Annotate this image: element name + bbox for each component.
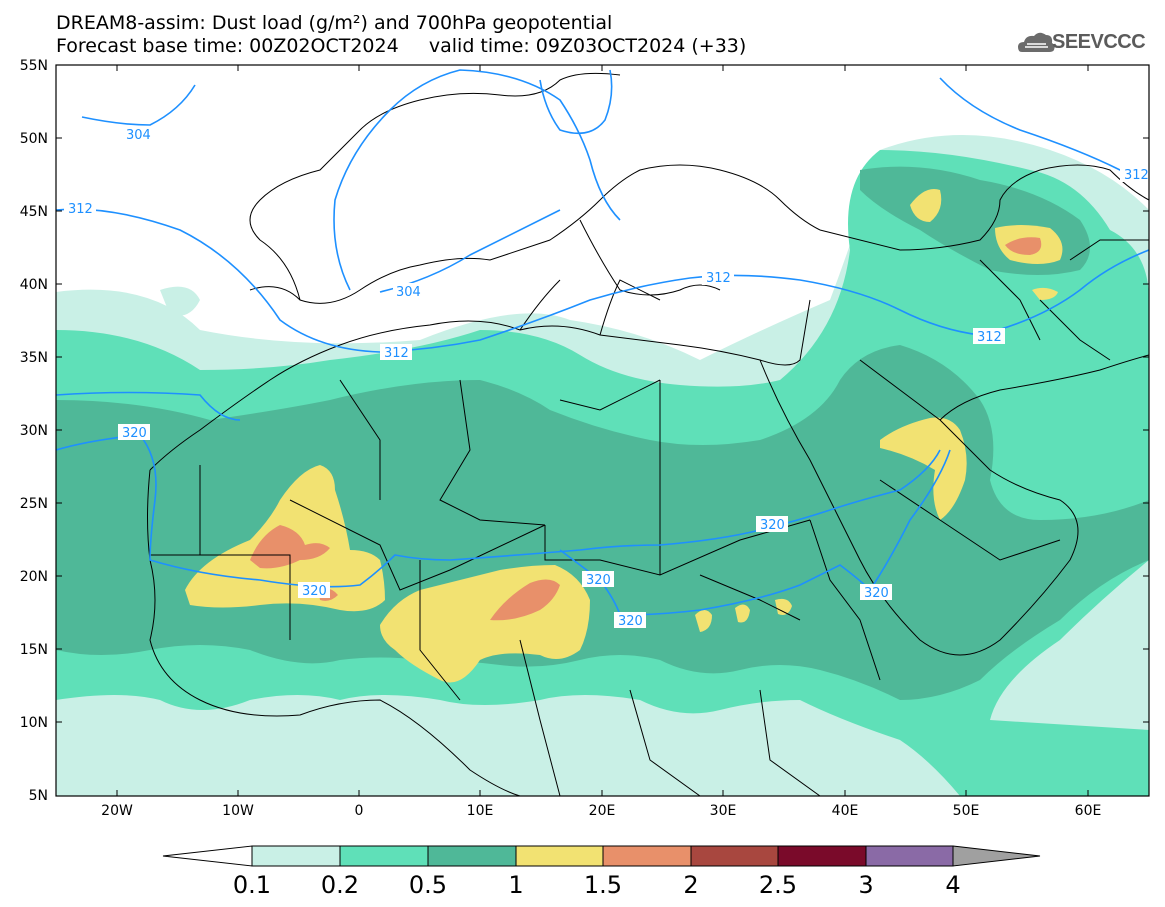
dust-area-yellow-sudan-3 — [775, 598, 792, 615]
contour-label: 312 — [380, 344, 412, 361]
dust-field — [56, 65, 1149, 796]
dust-area-yellow-gulf — [880, 417, 967, 520]
colorbar-tick: 3 — [858, 871, 873, 899]
dust-area-dark — [56, 345, 1149, 700]
contour-label: 304 — [393, 283, 425, 300]
colorbar-segment — [427, 845, 517, 867]
lat-label: 10N — [20, 715, 48, 731]
map-title: DREAM8-assim: Dust load (g/m²) and 700hP… — [56, 12, 613, 34]
lon-label: 10E — [467, 803, 494, 819]
contour-label: 320 — [860, 584, 892, 601]
colorbar-segment — [251, 845, 341, 867]
contour-label: 312 — [64, 200, 96, 217]
svg-text:312: 312 — [68, 202, 93, 217]
contour-label: 312 — [973, 328, 1005, 345]
contour-label: 312 — [702, 269, 734, 286]
lat-label: 40N — [20, 277, 48, 293]
latitude-labels: 55N 50N 45N 40N 35N 30N 25N 20N 15N 10N … — [20, 58, 48, 804]
svg-text:304: 304 — [126, 128, 151, 143]
colorbar-segment — [690, 845, 779, 867]
colorbar-segment — [339, 845, 429, 867]
svg-text:320: 320 — [122, 426, 147, 441]
lat-label: 15N — [20, 642, 48, 658]
map-subtitle: Forecast base time: 00Z02OCT2024 valid t… — [56, 35, 747, 57]
svg-text:312: 312 — [384, 346, 409, 361]
cloud-logo-icon — [1018, 32, 1055, 52]
dust-area-orange-central — [490, 579, 560, 621]
longitude-labels: 20W 10W 0 10E 20E 30E 40E 50E 60E — [101, 803, 1101, 819]
colorbar-segment — [865, 845, 954, 867]
contour-label: 320 — [118, 424, 150, 441]
colorbar-tick: 0.2 — [321, 871, 359, 899]
svg-text:320: 320 — [864, 586, 889, 601]
svg-text:312: 312 — [1124, 168, 1149, 183]
dust-area-yellow-sudan-1 — [695, 610, 712, 632]
lon-label: 10W — [222, 803, 254, 819]
contour-label: 320 — [582, 571, 614, 588]
lat-label: 25N — [20, 496, 48, 512]
colorbar — [162, 845, 1041, 867]
colorbar-high-arrow — [952, 845, 1041, 867]
contour-label: 320 — [756, 516, 788, 533]
lat-label: 30N — [20, 423, 48, 439]
lon-label: 40E — [832, 803, 859, 819]
lon-label: 30E — [710, 803, 737, 819]
colorbar-tick: 2.5 — [759, 871, 797, 899]
colorbar-tick: 4 — [945, 871, 960, 899]
svg-text:312: 312 — [977, 330, 1002, 345]
colorbar-tick: 1 — [508, 871, 523, 899]
svg-text:304: 304 — [396, 285, 421, 300]
longitude-axis — [116, 65, 1089, 796]
svg-text:312: 312 — [706, 271, 731, 286]
dust-area-yellow-sudan-2 — [735, 604, 750, 623]
colorbar-segment — [777, 845, 867, 867]
svg-text:320: 320 — [302, 584, 327, 599]
lat-label: 35N — [20, 350, 48, 366]
lat-label: 50N — [20, 131, 48, 147]
svg-text:320: 320 — [760, 518, 785, 533]
contour-label: 320 — [614, 612, 646, 629]
lon-label: 20E — [589, 803, 616, 819]
colorbar-tick: 2 — [683, 871, 698, 899]
colorbar-low-arrow — [162, 845, 253, 867]
dust-area-light-patch — [160, 286, 200, 316]
colorbar-tick: 0.5 — [409, 871, 447, 899]
colorbar-segment — [602, 845, 692, 867]
coastlines — [147, 72, 1149, 796]
lat-label: 55N — [20, 58, 48, 74]
svg-text:320: 320 — [618, 614, 643, 629]
lon-label: 50E — [953, 803, 980, 819]
colorbar-labels: 0.1 0.2 0.5 1 1.5 2 2.5 3 4 — [233, 871, 961, 899]
dust-area-orange-caspian — [1005, 237, 1042, 255]
lat-label: 20N — [20, 569, 48, 585]
lon-label: 0 — [355, 803, 364, 819]
dust-area-yellow-iran — [1032, 287, 1058, 300]
dust-area-orange-west — [250, 525, 330, 569]
lon-label: 60E — [1075, 803, 1102, 819]
contour-labels: 304 304 312 312 312 312 312 320 320 320 … — [64, 126, 1149, 629]
colorbar-segment — [515, 845, 604, 867]
latitude-axis — [56, 64, 1149, 723]
colorbar-tick: 1.5 — [584, 871, 622, 899]
logo-text: SEEVCCC — [1052, 31, 1146, 53]
lat-label: 45N — [20, 204, 48, 220]
lat-label: 5N — [29, 788, 48, 804]
contour-label: 312 — [1120, 166, 1149, 183]
contour-label: 304 — [122, 126, 154, 143]
dust-area-yellow-caucasus — [910, 189, 942, 222]
svg-text:320: 320 — [586, 573, 611, 588]
contour-label: 320 — [298, 582, 330, 599]
colorbar-tick: 0.1 — [233, 871, 271, 899]
lon-label: 20W — [101, 803, 133, 819]
